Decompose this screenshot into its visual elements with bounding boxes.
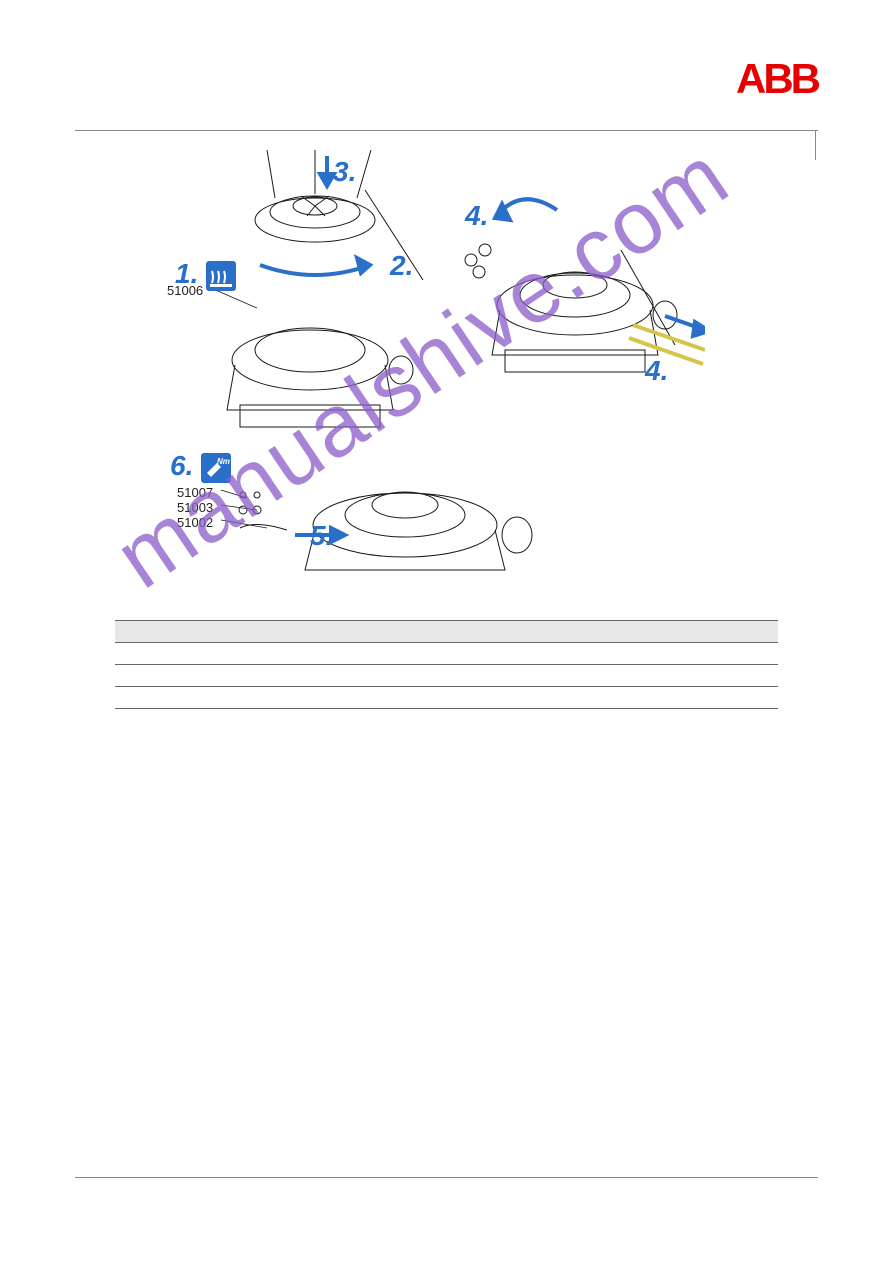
data-table-section <box>115 620 778 709</box>
step-3-label: 3. <box>333 156 356 188</box>
table-header-2 <box>447 621 779 643</box>
table-row <box>115 665 778 687</box>
step-4b-label: 4. <box>645 355 668 387</box>
brand-logo: ABB <box>736 55 818 103</box>
data-table <box>115 620 778 709</box>
part-51006: 51006 <box>167 283 203 298</box>
part-51003: 51003 <box>177 500 213 515</box>
heat-icon <box>206 261 236 291</box>
table-cell <box>115 643 447 665</box>
table-cell <box>115 665 447 687</box>
step-5-label: 5. <box>310 520 333 552</box>
svg-text:Nm: Nm <box>217 457 230 466</box>
table-cell <box>447 665 779 687</box>
top-divider <box>75 130 818 131</box>
table-cell <box>115 687 447 709</box>
torque-icon: Nm <box>201 453 231 483</box>
footer-divider <box>75 1177 818 1178</box>
table-cell <box>447 643 779 665</box>
step-4a-label: 4. <box>465 200 488 232</box>
top-right-divider <box>815 130 818 160</box>
assembly-figure: 1. 2. 3. 4. 4. 5. 6. Nm 51006 51007 5100… <box>165 150 705 590</box>
table-header-row <box>115 621 778 643</box>
step-2-label: 2. <box>390 250 413 282</box>
step-6-text: 6. <box>170 450 193 481</box>
part-51002: 51002 <box>177 515 213 530</box>
table-cell <box>447 687 779 709</box>
table-row <box>115 687 778 709</box>
figure-svg <box>165 150 705 590</box>
table-header-1 <box>115 621 447 643</box>
step-6-label: 6. Nm <box>170 450 231 483</box>
table-row <box>115 643 778 665</box>
part-51007: 51007 <box>177 485 213 500</box>
